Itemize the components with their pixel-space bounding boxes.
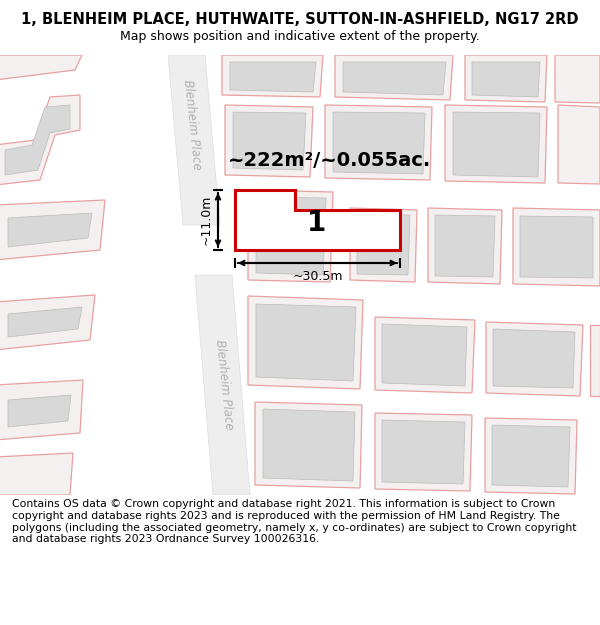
Polygon shape [0,380,83,440]
Text: ~11.0m: ~11.0m [200,195,213,245]
Polygon shape [350,208,417,282]
Text: Blenheim Place: Blenheim Place [181,79,203,171]
Polygon shape [382,420,465,484]
Polygon shape [263,409,355,481]
Polygon shape [0,200,105,260]
Text: Blenheim Place: Blenheim Place [213,339,235,431]
Polygon shape [195,275,250,495]
Polygon shape [248,215,385,240]
Polygon shape [256,197,326,275]
Polygon shape [235,190,400,250]
Polygon shape [520,216,593,278]
Polygon shape [0,453,73,495]
Polygon shape [428,208,502,284]
Polygon shape [0,55,82,80]
Polygon shape [233,112,306,170]
Polygon shape [256,304,356,381]
Polygon shape [230,62,316,92]
Polygon shape [357,214,410,275]
Polygon shape [435,215,495,277]
Polygon shape [0,295,95,350]
Polygon shape [445,105,547,183]
Polygon shape [558,105,600,184]
Polygon shape [255,402,362,488]
Polygon shape [5,105,70,175]
Text: Map shows position and indicative extent of the property.: Map shows position and indicative extent… [120,30,480,43]
Polygon shape [248,190,333,282]
Polygon shape [472,62,540,97]
Polygon shape [335,55,453,100]
Polygon shape [325,105,432,180]
Polygon shape [8,395,71,427]
Polygon shape [333,112,425,174]
Polygon shape [248,296,363,389]
Polygon shape [343,62,446,95]
Polygon shape [590,325,600,396]
Polygon shape [8,213,92,247]
Text: Contains OS data © Crown copyright and database right 2021. This information is : Contains OS data © Crown copyright and d… [12,499,577,544]
Polygon shape [465,55,547,102]
Polygon shape [225,105,313,177]
Polygon shape [492,425,570,487]
Text: 1: 1 [307,209,326,237]
Polygon shape [453,112,540,177]
Polygon shape [168,55,220,225]
Polygon shape [486,322,583,396]
Polygon shape [493,329,575,388]
Polygon shape [555,55,600,103]
Polygon shape [222,55,323,97]
Polygon shape [375,413,472,491]
Polygon shape [382,324,467,386]
Polygon shape [375,317,475,393]
Text: 1, BLENHEIM PLACE, HUTHWAITE, SUTTON-IN-ASHFIELD, NG17 2RD: 1, BLENHEIM PLACE, HUTHWAITE, SUTTON-IN-… [21,12,579,27]
Text: ~30.5m: ~30.5m [292,270,343,283]
Polygon shape [485,418,577,494]
Text: ~222m²/~0.055ac.: ~222m²/~0.055ac. [229,151,431,169]
Polygon shape [0,95,80,185]
Polygon shape [513,208,600,286]
Polygon shape [8,307,82,337]
